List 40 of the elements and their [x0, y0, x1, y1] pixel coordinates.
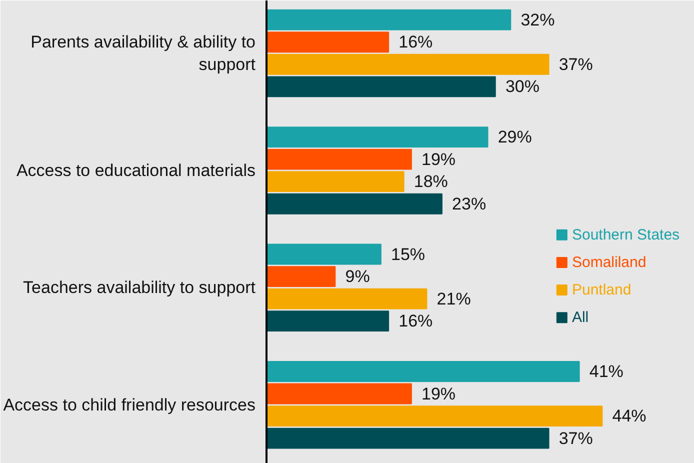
bar: [266, 76, 496, 98]
data-label: 29%: [498, 128, 532, 147]
bar: [266, 193, 442, 214]
data-label: 18%: [414, 172, 448, 192]
data-label: 21%: [436, 289, 471, 308]
bar: [266, 406, 603, 426]
y-tick-label: Parents availability & ability to support: [30, 32, 256, 74]
data-label: 19%: [422, 384, 456, 404]
data-label: 37%: [558, 428, 593, 448]
bar: [266, 54, 550, 75]
data-label: 16%: [398, 32, 433, 52]
y-tick-label: Access to educational materials: [16, 160, 256, 180]
data-label: 32%: [520, 10, 555, 30]
bar: [266, 361, 580, 382]
data-label: 19%: [422, 150, 456, 169]
y-tick-label: Access to child friendly resources: [3, 395, 256, 414]
data-label: 9%: [345, 267, 370, 286]
data-label: 16%: [398, 312, 433, 331]
data-label: 41%: [589, 362, 624, 381]
legend-label: Somaliland: [572, 254, 646, 271]
data-label: 37%: [558, 54, 593, 74]
bar: [266, 32, 390, 53]
bar: [266, 288, 428, 310]
legend-label: All: [572, 309, 589, 326]
data-label: 30%: [505, 77, 540, 96]
data-label: 44%: [612, 406, 646, 426]
bar: [266, 244, 382, 265]
legend-label: Puntland: [572, 282, 632, 299]
bar: [266, 126, 488, 148]
bar: [266, 383, 412, 404]
bar: [266, 148, 412, 170]
legend-label: Southern States: [572, 226, 680, 244]
data-label: 23%: [452, 194, 486, 214]
data-label: 15%: [391, 244, 426, 264]
bar: [266, 171, 404, 192]
bar: [266, 310, 390, 332]
y-tick-label: Teachers availability to support: [23, 278, 256, 298]
bar: [266, 428, 550, 449]
bar: [266, 9, 512, 30]
bar: [266, 266, 336, 288]
